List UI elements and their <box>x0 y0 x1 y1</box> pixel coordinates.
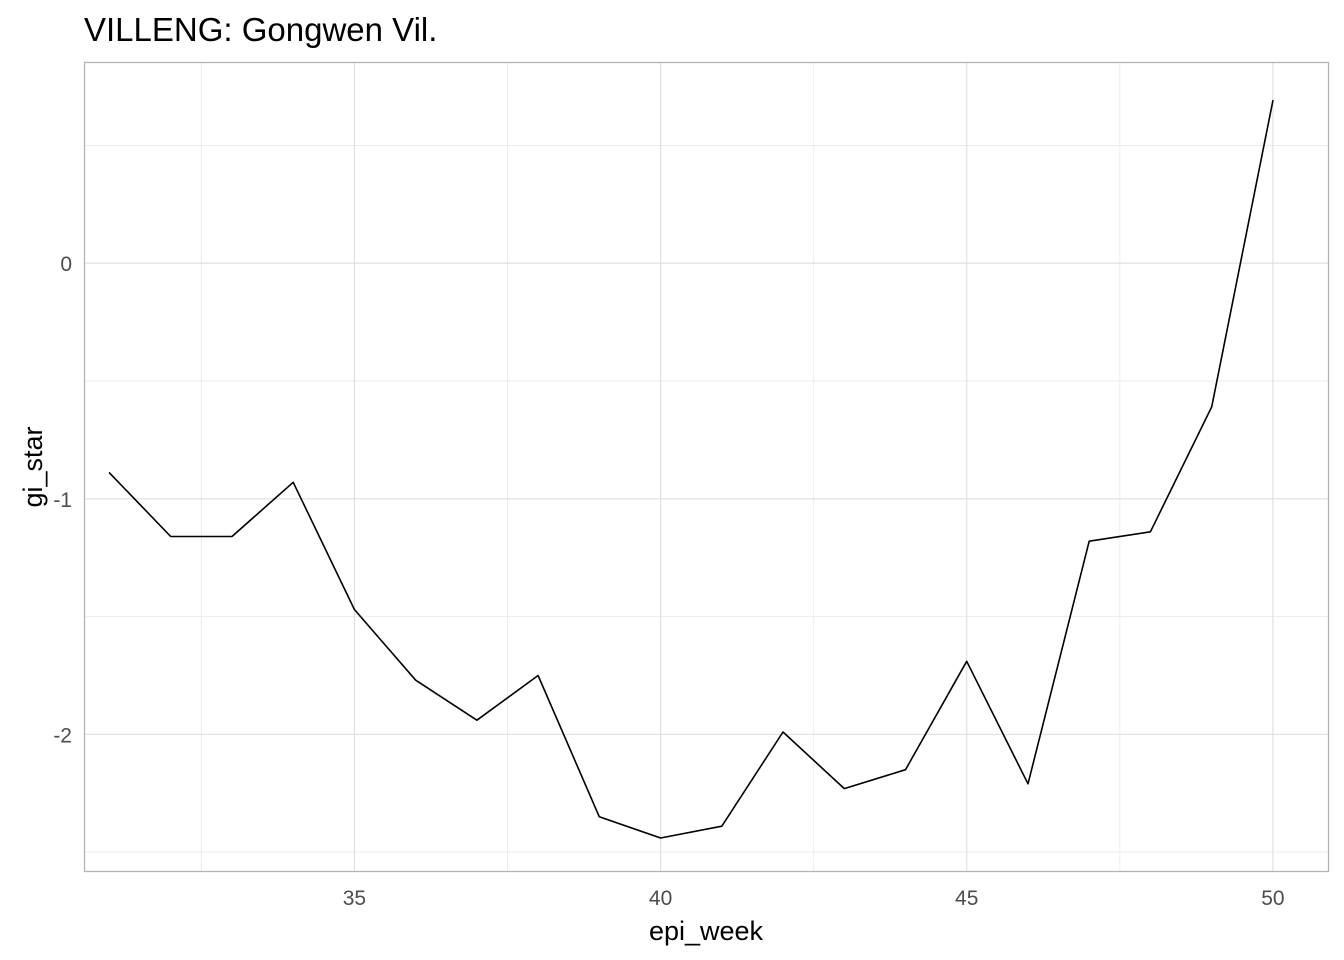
chart-title: VILLENG: Gongwen Vil. <box>84 11 437 48</box>
x-axis-title: epi_week <box>649 916 764 946</box>
y-axis-title: gi_star <box>18 426 48 507</box>
x-axis-ticks: 35 40 45 50 <box>343 887 1285 910</box>
series-line <box>108 99 1274 839</box>
series-layer <box>108 99 1274 839</box>
y-axis-ticks: -2 -1 0 <box>53 253 72 747</box>
x-tick-label: 45 <box>955 887 978 910</box>
plot-panel-border <box>83 61 1330 873</box>
y-tick-label: -2 <box>53 724 72 747</box>
minor-gridlines <box>85 63 1328 871</box>
y-tick-label: -1 <box>53 489 72 512</box>
major-gridlines <box>85 63 1328 871</box>
x-tick-label: 40 <box>649 887 672 910</box>
y-tick-label: 0 <box>60 253 72 276</box>
x-tick-label: 35 <box>343 887 366 910</box>
x-tick-label: 50 <box>1261 887 1284 910</box>
